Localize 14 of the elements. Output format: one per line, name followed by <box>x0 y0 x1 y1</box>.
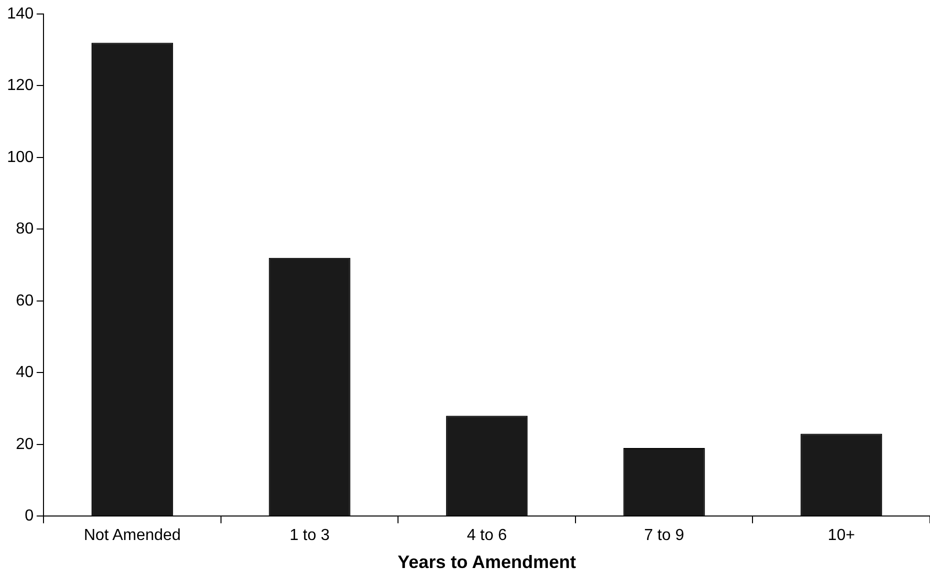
x-tick-label: 10+ <box>828 527 855 544</box>
y-tick-label: 100 <box>6 148 34 166</box>
y-tick-label: 40 <box>16 364 34 382</box>
x-tick-label: 4 to 6 <box>466 527 507 544</box>
y-tick-label: 60 <box>16 292 34 310</box>
x-tick-label: 1 to 3 <box>290 527 330 544</box>
y-tick-label: 120 <box>6 77 34 94</box>
x-tick-label: Not Amended <box>84 527 181 544</box>
y-tick-label: 140 <box>6 5 34 22</box>
x-tick-label: 7 to 9 <box>644 527 684 544</box>
y-tick-label: 20 <box>16 436 34 453</box>
x-axis-title: Years to Amendment <box>398 552 576 572</box>
y-tick-label: 80 <box>16 220 34 238</box>
y-tick-label: 0 <box>24 508 34 525</box>
